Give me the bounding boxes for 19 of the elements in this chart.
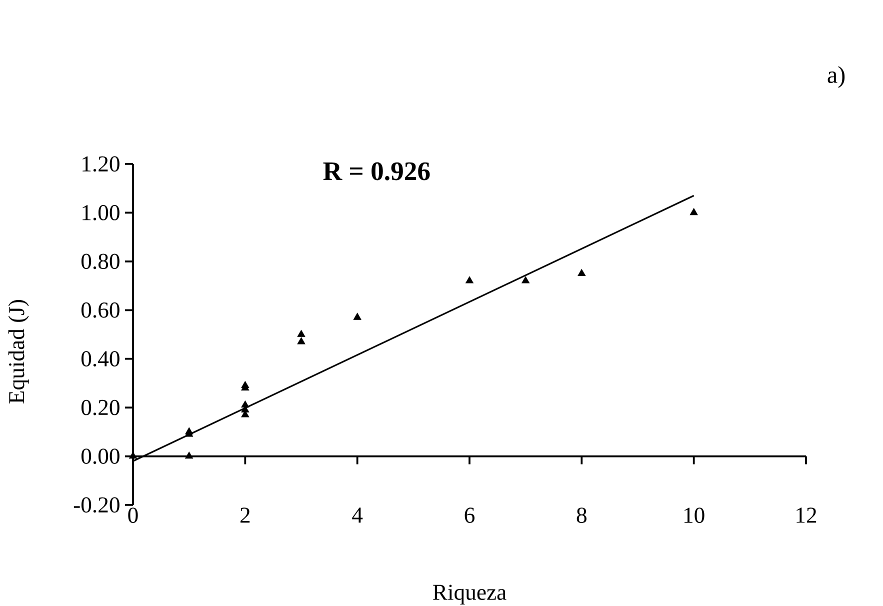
y-tick-label: 0.00 (81, 448, 120, 464)
x-tick-label: 4 (352, 508, 363, 523)
x-tick-label: 10 (684, 508, 704, 523)
x-tick-label: 8 (576, 508, 586, 523)
y-tick-label: 0.40 (81, 351, 120, 367)
y-tick-label: 1.20 (82, 156, 120, 172)
y-tick-label: -0.20 (74, 497, 120, 513)
x-tick-label: 6 (464, 508, 474, 523)
y-axis-title: Equidad (J) (8, 300, 29, 404)
x-tick-label: 12 (796, 508, 816, 523)
y-tick-label: 0.20 (81, 400, 120, 416)
x-axis-title: Riqueza (433, 584, 506, 605)
x-tick-label: 0 (128, 508, 138, 523)
y-tick-label: 0.60 (81, 302, 120, 318)
text: a) (828, 66, 845, 88)
y-tick-label: 1.00 (82, 205, 120, 220)
annotation: R = 0.926 (323, 162, 430, 180)
x-tick-label: 2 (240, 508, 250, 523)
y-tick-label: 0.80 (81, 254, 120, 270)
